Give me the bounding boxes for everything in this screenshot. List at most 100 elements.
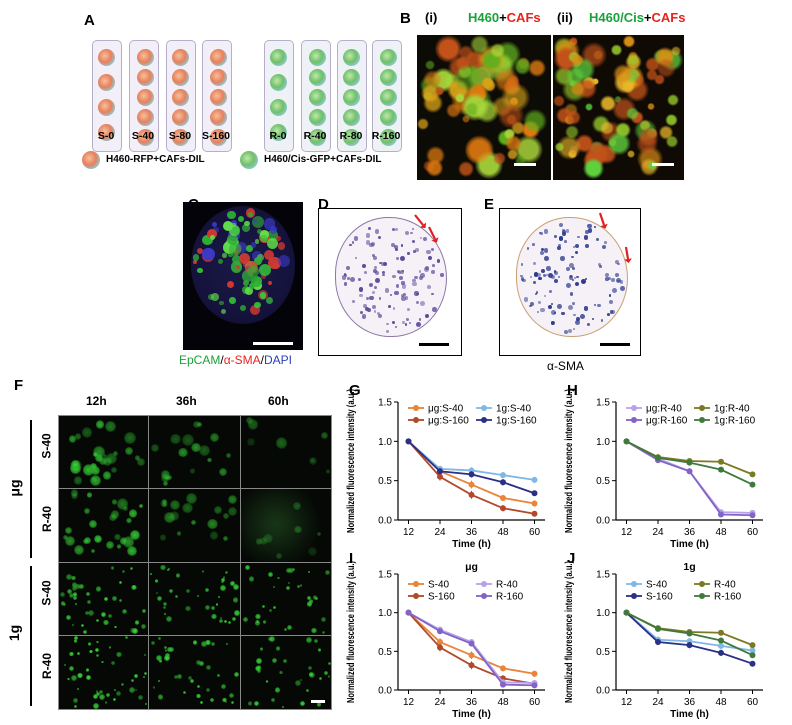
nucleus-dot	[553, 234, 558, 239]
cell-spot	[227, 494, 238, 505]
nucleus-dot	[361, 314, 366, 319]
data-point	[437, 644, 443, 651]
cell-spot	[186, 589, 190, 594]
nucleus-dot	[540, 307, 545, 312]
nucleus-dot	[373, 266, 377, 270]
nucleus-dot	[558, 222, 564, 228]
cell-spot	[112, 697, 117, 702]
cell-spot	[283, 628, 287, 632]
nucleus-dot	[605, 277, 609, 281]
nucleus-dot	[406, 317, 409, 321]
cell-spot	[240, 305, 247, 312]
b-title-ii-part-0: H460/Cis	[589, 10, 644, 25]
y-tick-label: 1.0	[378, 437, 392, 448]
cell-spot	[623, 35, 636, 48]
nucleus-dot	[367, 226, 371, 230]
cell-spot	[202, 234, 213, 246]
cell-spot	[235, 265, 240, 270]
cell-spot	[299, 678, 303, 682]
legend-label: 1g:R-160	[714, 416, 756, 427]
well-r-0	[264, 40, 294, 152]
cell-spot	[110, 566, 114, 570]
nucleus-dot	[540, 231, 544, 235]
cell-spot	[167, 568, 170, 571]
fluorescence-image	[240, 562, 332, 636]
cell-spot	[227, 252, 233, 258]
cell-spot	[224, 701, 227, 704]
cell-spot	[90, 475, 102, 487]
cell-spot	[228, 692, 234, 698]
cell-spot	[248, 576, 255, 582]
cell-spot	[244, 564, 250, 570]
cell-spot	[96, 420, 105, 429]
cell-spot	[72, 592, 77, 597]
nucleus-dot	[565, 228, 570, 233]
cell-spot	[255, 620, 261, 626]
cell-spot	[316, 532, 322, 537]
cell-spot	[262, 620, 267, 624]
cell-spot	[90, 462, 97, 470]
spheroid-icon	[343, 89, 360, 106]
nucleus-dot	[617, 262, 620, 266]
cell-spot	[458, 161, 474, 178]
cell-spot	[77, 652, 80, 655]
cell-spot	[162, 499, 168, 505]
scale-bar	[253, 342, 293, 345]
cell-spot	[254, 665, 261, 672]
cell-spot	[185, 492, 198, 504]
x-tick-label: 48	[497, 697, 509, 708]
nucleus-dot	[577, 235, 580, 238]
cell-spot	[169, 647, 174, 653]
cell-spot	[220, 577, 226, 583]
cell-spot	[209, 235, 215, 241]
series-line-μg:R-160	[626, 440, 753, 517]
cell-spot	[189, 468, 196, 474]
cell-spot	[101, 660, 104, 663]
legend-label: μg:R-40	[646, 404, 682, 415]
cell-spot	[72, 585, 78, 591]
red-arrow-head-icon	[431, 237, 439, 243]
group-bracket	[30, 420, 32, 558]
cell-spot	[114, 534, 121, 541]
cell-spot	[160, 499, 168, 507]
cell-spot	[164, 512, 175, 523]
nucleus-dot	[553, 270, 557, 273]
nucleus-dot	[363, 270, 368, 275]
nucleus-dot	[418, 318, 422, 321]
legend-label: S-40	[646, 580, 668, 591]
nucleus-dot	[529, 276, 532, 279]
cell-spot	[149, 572, 153, 575]
cell-spot	[73, 636, 78, 640]
y-tick-label: 1.5	[378, 398, 392, 409]
cell-spot	[126, 545, 137, 556]
data-point	[500, 479, 506, 486]
nucleus-dot	[385, 288, 390, 293]
cell-spot	[114, 625, 117, 628]
panel-label-h: H	[567, 382, 578, 399]
nucleus-dot	[400, 244, 404, 247]
cell-spot	[116, 651, 122, 658]
cell-spot	[656, 58, 677, 78]
cell-spot	[226, 234, 238, 246]
cell-spot	[211, 605, 216, 611]
nucleus-dot	[540, 248, 545, 252]
nucleus-dot	[412, 281, 417, 287]
cell-spot	[166, 475, 172, 481]
nucleus-dot	[394, 247, 397, 250]
nucleus-dot	[587, 223, 592, 229]
cell-spot	[327, 675, 331, 678]
chart-h: 0.0 0.5 1.0 1.5 12 24 36 48 60 Time (h) Normalized…	[564, 389, 763, 550]
legend-marker	[699, 593, 705, 599]
nucleus-dot	[368, 282, 374, 288]
nucleus-dot	[431, 270, 435, 274]
nucleus-dot	[604, 241, 608, 244]
cell-spot	[112, 450, 119, 457]
cell-spot	[119, 537, 128, 545]
spheroid-icon	[380, 69, 397, 86]
nucleus-dot	[427, 284, 432, 289]
nucleus-dot	[586, 322, 591, 327]
nucleus-dot	[351, 300, 355, 304]
data-point	[749, 652, 756, 659]
data-point	[718, 637, 724, 644]
cell-spot	[245, 416, 254, 425]
